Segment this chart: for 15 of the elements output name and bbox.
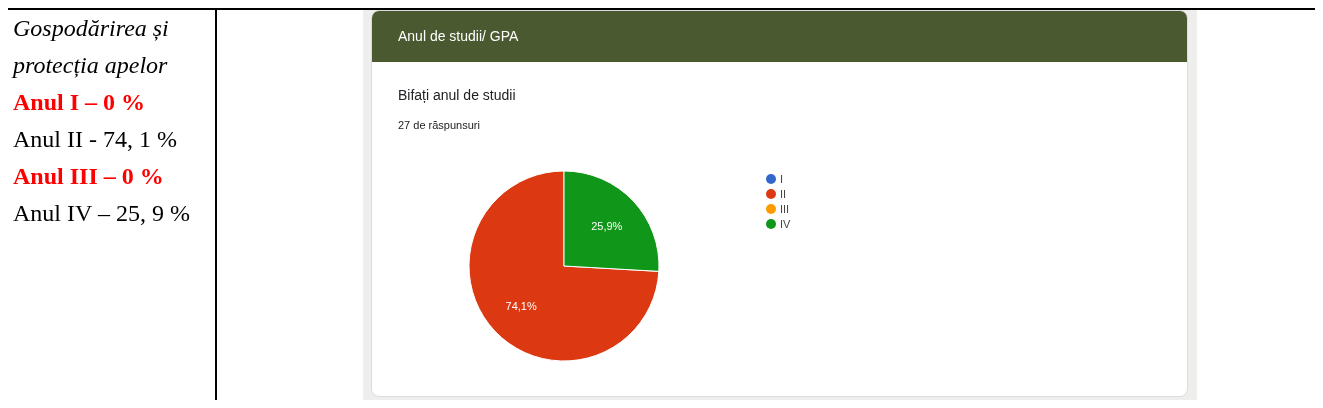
data-label: 74,1% [505,300,537,313]
legend-label: III [780,203,790,215]
chart-title: Bifați anul de studii [398,87,516,103]
data-label: 25,9% [591,219,623,232]
legend-label: IV [780,218,791,230]
text: Anul IV – 25, 9 % [13,199,191,228]
text: Anul III – 0 % [13,162,165,191]
text: Anul II - 74, 1 % [13,125,178,154]
pie-slice [468,170,660,362]
legend-label: I [780,173,784,185]
legend-label: II [780,188,787,200]
text: Gospodărirea și protecția apelor [13,14,170,80]
text: Anul de studii/ GPA [372,11,1187,62]
chart-subtitle: 27 de răspunsuri [398,119,480,131]
text: Anul I – 0 % [13,88,147,117]
